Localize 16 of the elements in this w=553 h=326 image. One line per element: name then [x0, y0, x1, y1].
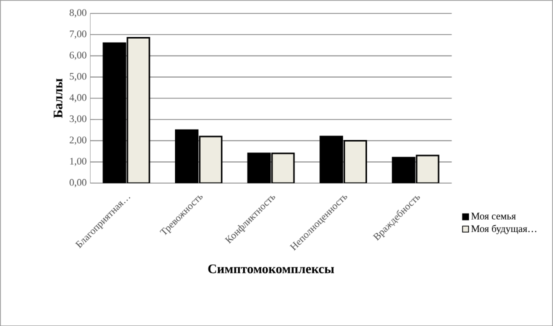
y-tick-label: 8,00	[70, 9, 86, 18]
y-tick-label: 7,00	[70, 30, 86, 39]
bar	[198, 136, 222, 183]
y-tick-label: 3,00	[70, 115, 86, 124]
x-axis-title: Симптомокомплексы	[208, 264, 334, 274]
y-axis-title: Баллы	[54, 78, 62, 118]
y-tick-label: 4,00	[69, 94, 86, 102]
y-tick-label: 1,00	[70, 158, 86, 166]
legend-label: Моя будущая…	[471, 224, 536, 234]
legend-label: Моя семья	[471, 212, 516, 220]
bar	[126, 36, 150, 183]
bar	[344, 140, 368, 183]
y-tick-label: 5,00	[70, 72, 86, 81]
y-tick-label: 0,00	[70, 178, 86, 188]
y-tick-label: 2,00	[70, 136, 86, 145]
y-tick-label: 6,00	[70, 52, 86, 60]
